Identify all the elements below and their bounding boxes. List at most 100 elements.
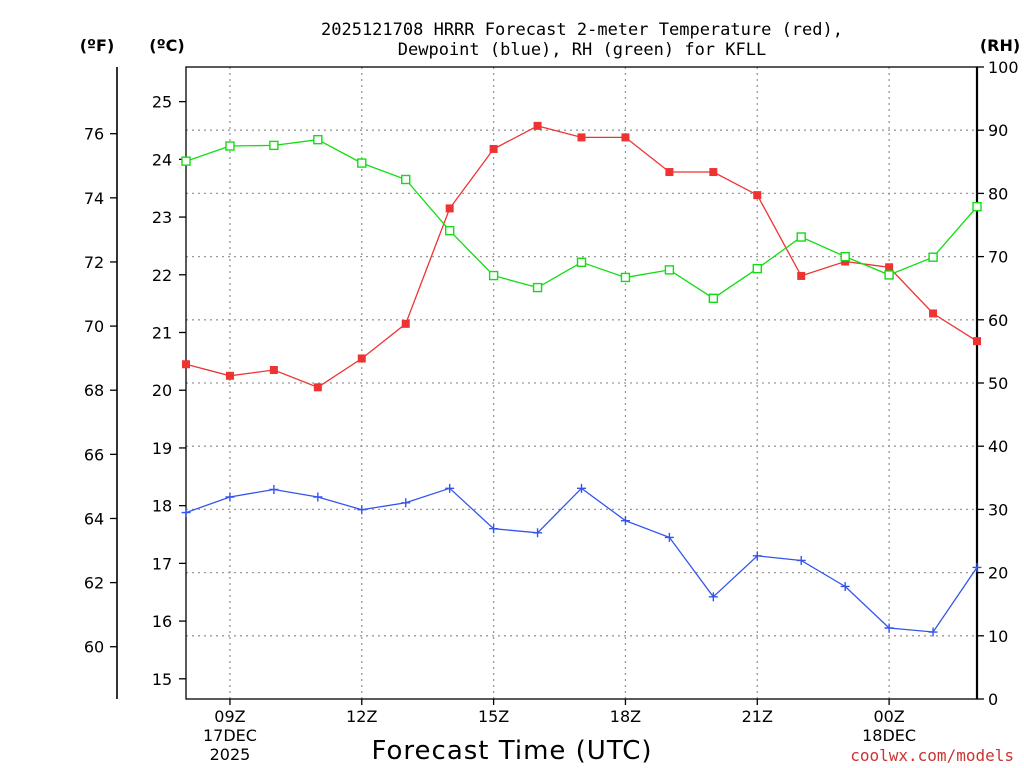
rh-axis-unit: (RH) [980, 36, 1020, 55]
x-tick-label: 00Z [873, 707, 904, 726]
fahrenheit-axis-unit: (ºF) [80, 36, 115, 55]
x-tick-label: 17DEC [203, 726, 257, 745]
celsius-tick-label: 21 [152, 323, 172, 342]
temperature-point [621, 133, 630, 142]
x-tick-label: 09Z [214, 707, 245, 726]
dewpoint-point [489, 524, 499, 534]
rh-point [269, 140, 279, 151]
celsius-tick-label: 17 [152, 554, 172, 573]
rh-point [840, 251, 850, 262]
fahrenheit-tick-label: 66 [84, 445, 104, 464]
rh-point [664, 265, 675, 275]
rh-point [972, 201, 982, 212]
dewpoint-point [533, 528, 543, 538]
temperature-point [577, 133, 586, 142]
temperature-point [709, 168, 718, 177]
x-tick-label: 18Z [610, 707, 641, 726]
fahrenheit-tick-label: 60 [84, 638, 104, 657]
celsius-tick-label: 22 [152, 266, 172, 285]
temperature-point [841, 257, 850, 266]
rh-point [313, 134, 323, 145]
rh-point [796, 232, 806, 242]
dewpoint-point [884, 623, 894, 633]
celsius-tick-label: 19 [152, 439, 172, 458]
rh-tick-label: 100 [988, 58, 1019, 77]
chart-title-line-2: Dewpoint (blue), RH (green) for KFLL [398, 40, 766, 60]
fahrenheit-tick-label: 72 [84, 253, 104, 272]
dewpoint-point [664, 532, 674, 542]
temperature-point [885, 263, 894, 272]
series-rh [181, 134, 982, 304]
rh-point [357, 158, 367, 168]
rh-tick-label: 10 [988, 627, 1008, 646]
dewpoint-point [225, 492, 235, 502]
rh-point [928, 252, 938, 262]
rh-tick-label: 80 [988, 184, 1008, 203]
data-series [181, 121, 982, 637]
rh-line [185, 139, 978, 300]
x-axis-label: Forecast Time (UTC) [371, 736, 652, 766]
celsius-tick-label: 15 [152, 670, 172, 689]
temperature-point [401, 319, 410, 328]
temperature-point [489, 144, 498, 153]
dewpoint-point [752, 551, 762, 561]
temperature-point [225, 371, 234, 380]
x-tick-label: 12Z [346, 707, 377, 726]
x-tick-label: 15Z [478, 707, 509, 726]
temperature-point [445, 204, 454, 213]
temperature-point [313, 383, 322, 392]
x-tick-label: 21Z [742, 707, 773, 726]
rh-point [444, 225, 455, 236]
temperature-point [797, 271, 806, 280]
rh-tick-label: 20 [988, 564, 1008, 583]
rh-point [532, 282, 543, 293]
dewpoint-point [269, 484, 279, 494]
fahrenheit-tick-label: 76 [84, 125, 104, 144]
rh-point [225, 141, 235, 151]
rh-tick-label: 0 [988, 690, 998, 709]
rh-point [752, 263, 762, 274]
temperature-point [929, 309, 938, 318]
temperature-point [357, 354, 366, 363]
rh-point [401, 174, 411, 185]
dewpoint-point [357, 505, 367, 515]
dewpoint-point [401, 498, 411, 508]
rh-point [488, 270, 499, 281]
dewpoint-point [796, 555, 806, 565]
dewpoint-point [445, 483, 455, 493]
celsius-tick-label: 24 [152, 150, 172, 169]
temperature-point [753, 191, 762, 200]
fahrenheit-tick-label: 62 [84, 574, 104, 593]
rh-tick-label: 50 [988, 374, 1008, 393]
chart-title-line-1: 2025121708 HRRR Forecast 2-meter Tempera… [321, 20, 843, 40]
dewpoint-point [577, 483, 586, 493]
rh-point [708, 293, 719, 304]
celsius-tick-label: 16 [152, 612, 172, 631]
dewpoint-point [840, 581, 850, 591]
dewpoint-point [972, 562, 982, 572]
rh-point [576, 257, 587, 267]
celsius-tick-label: 18 [152, 497, 172, 516]
fahrenheit-tick-label: 68 [84, 381, 104, 400]
axes: 15 16 17 18 19 20 21 22 23 24 25 60 62 64 66 68 70 72 74 76… [84, 58, 1019, 709]
celsius-tick-label: 20 [152, 381, 172, 400]
celsius-axis-unit: (ºC) [149, 36, 184, 55]
dewpoint-point [620, 516, 630, 526]
fahrenheit-tick-label: 74 [84, 189, 104, 208]
dewpoint-point [313, 492, 323, 502]
dewpoint-point [708, 592, 718, 602]
rh-tick-label: 70 [988, 248, 1008, 267]
celsius-tick-label: 23 [152, 208, 172, 227]
temperature-point [973, 337, 981, 346]
credit-link[interactable]: coolwx.com/models [850, 746, 1014, 765]
x-tick-label: 2025 [210, 745, 251, 764]
fahrenheit-tick-label: 70 [84, 317, 104, 336]
dewpoint-point [928, 627, 938, 637]
rh-tick-label: 30 [988, 500, 1008, 519]
fahrenheit-tick-label: 64 [84, 509, 104, 528]
celsius-tick-label: 25 [152, 93, 172, 112]
rh-point [620, 272, 631, 283]
rh-tick-label: 40 [988, 437, 1008, 456]
temperature-point [665, 168, 674, 177]
